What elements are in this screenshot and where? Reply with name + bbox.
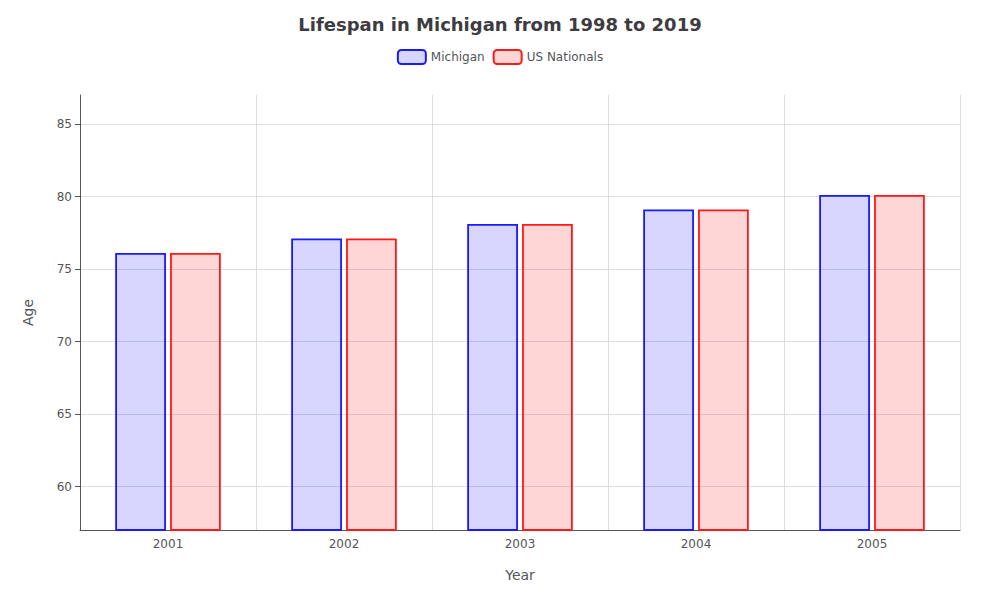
svg-text:2001: 2001 <box>153 537 184 551</box>
svg-text:85: 85 <box>57 117 72 131</box>
svg-text:70: 70 <box>57 335 72 349</box>
svg-text:2004: 2004 <box>681 537 712 551</box>
svg-text:2003: 2003 <box>505 537 536 551</box>
svg-text:2005: 2005 <box>857 537 888 551</box>
svg-text:Lifespan in Michigan from 1998: Lifespan in Michigan from 1998 to 2019 <box>298 14 701 35</box>
svg-text:75: 75 <box>57 262 72 276</box>
svg-text:Year: Year <box>504 567 535 583</box>
svg-text:80: 80 <box>57 190 72 204</box>
svg-text:Michigan: Michigan <box>431 50 485 64</box>
svg-text:2002: 2002 <box>329 537 360 551</box>
svg-text:65: 65 <box>57 407 72 421</box>
svg-text:60: 60 <box>57 480 72 494</box>
svg-text:Age: Age <box>20 299 36 326</box>
svg-text:US Nationals: US Nationals <box>527 50 603 64</box>
